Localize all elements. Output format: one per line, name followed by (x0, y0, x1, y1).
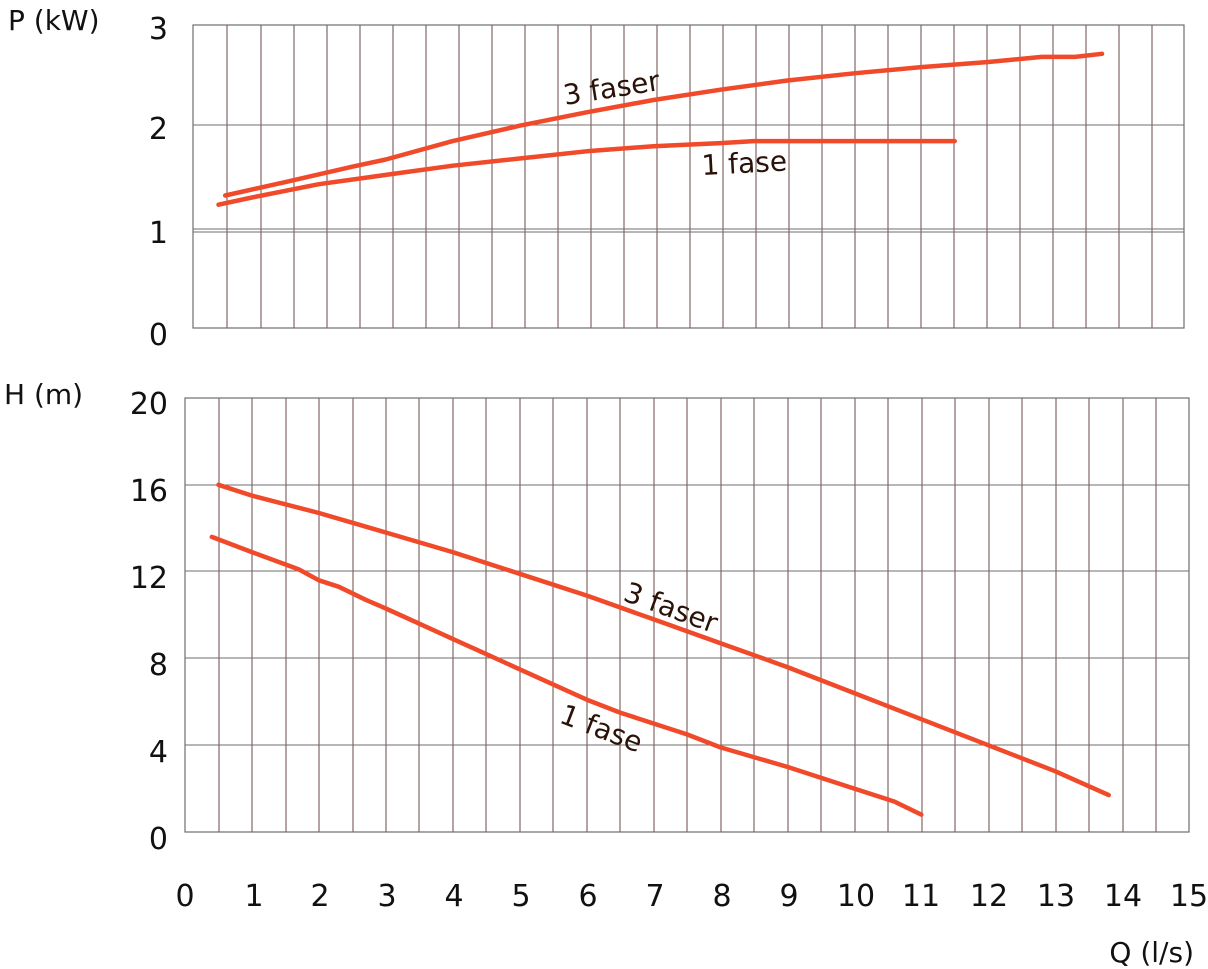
head-y-tick-label: 12 (130, 561, 168, 596)
power-plot-frame (192, 24, 1185, 329)
power-curve-label-3-faser: 3 faser (561, 64, 663, 112)
x-tick-label: 4 (444, 879, 463, 914)
x-tick-label: 0 (175, 879, 194, 914)
x-tick-label: 10 (837, 879, 875, 914)
x-tick-label: 5 (511, 879, 530, 914)
head-y-tick-label: 0 (149, 822, 168, 857)
x-tick-label: 2 (310, 879, 329, 914)
x-tick-label: 13 (1037, 879, 1075, 914)
power-curve-1-fase (216, 138, 957, 207)
x-tick-label: 3 (377, 879, 396, 914)
head-y-axis-title: H (m) (4, 378, 83, 411)
head-curve-label-3-faser: 3 faser (620, 576, 723, 640)
head-curve-1-fase (209, 534, 924, 817)
power-y-tick-label: 1 (149, 216, 168, 251)
power-curve-3-faser (222, 51, 1105, 198)
head-y-tick-label: 4 (149, 735, 168, 770)
x-tick-label: 1 (244, 879, 263, 914)
x-axis-title: Q (l/s) (1109, 936, 1194, 969)
power-y-tick-label: 3 (149, 12, 168, 47)
x-tick-label: 7 (645, 879, 664, 914)
x-tick-label: 11 (902, 879, 940, 914)
head-y-tick-label: 20 (130, 387, 168, 422)
x-tick-label: 6 (578, 879, 597, 914)
power-y-tick-label: 0 (149, 318, 168, 353)
x-tick-label: 8 (712, 879, 731, 914)
head-y-tick-label: 16 (130, 474, 168, 509)
power-curve-label-1-fase: 1 fase (701, 145, 788, 182)
power-chart-panel: 0 1 2 3 P (kW) 3 faser 1 fase (8, 4, 1185, 353)
x-tick-label: 9 (779, 879, 798, 914)
x-tick-label: 14 (1104, 879, 1142, 914)
head-curve-3-faser (216, 482, 1111, 798)
head-plot-frame (184, 397, 1190, 833)
power-y-axis-title: P (kW) (8, 4, 100, 37)
x-tick-label: 12 (970, 879, 1008, 914)
shared-x-axis: 0 1 2 3 4 5 6 7 8 9 10 11 12 13 14 15Q (l/s) (175, 879, 1208, 969)
head-y-tick-label: 8 (149, 648, 168, 683)
power-y-tick-label: 2 (149, 112, 168, 147)
x-tick-label: 15 (1170, 879, 1208, 914)
